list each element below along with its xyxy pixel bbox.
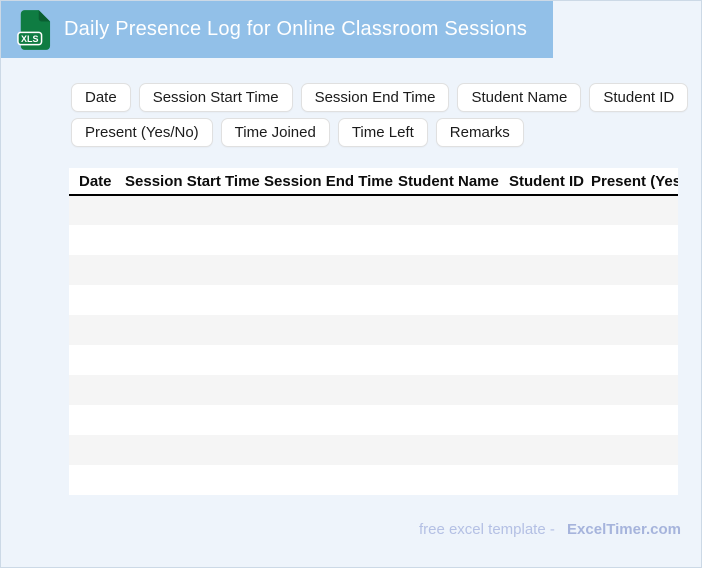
field-chips: Date Session Start Time Session End Time… — [71, 83, 701, 147]
field-chip-session-start-time[interactable]: Session Start Time — [138, 83, 293, 112]
column-header-student-id: Student ID — [509, 168, 591, 196]
presence-log-table: Date Session Start Time Session End Time… — [69, 168, 678, 495]
column-header-date: Date — [69, 168, 125, 196]
column-header-present-yes-no: Present (Yes/No) — [591, 168, 678, 196]
table-row — [69, 195, 678, 225]
table-row — [69, 255, 678, 285]
footer-brand-link[interactable]: ExcelTimer.com — [567, 521, 681, 538]
field-chip-remarks[interactable]: Remarks — [435, 118, 524, 147]
field-chip-time-joined[interactable]: Time Joined — [220, 118, 330, 147]
table-row — [69, 405, 678, 435]
field-chip-student-name[interactable]: Student Name — [457, 83, 582, 112]
field-chips-row-2: Present (Yes/No) Time Joined Time Left R… — [71, 118, 701, 147]
footer-credit-text: free excel template - — [418, 521, 555, 538]
column-header-session-end-time: Session End Time — [264, 168, 398, 196]
field-chip-date[interactable]: Date — [71, 83, 131, 112]
table-row — [69, 465, 678, 495]
field-chips-row-1: Date Session Start Time Session End Time… — [71, 83, 701, 112]
page-title: Daily Presence Log for Online Classroom … — [64, 17, 528, 40]
field-chip-session-end-time[interactable]: Session End Time — [300, 83, 450, 112]
title-bar: XLS Daily Presence Log for Online Classr… — [1, 1, 553, 58]
table-row — [69, 345, 678, 375]
table-row — [69, 435, 678, 465]
column-header-session-start-time: Session Start Time — [125, 168, 264, 196]
table-row — [69, 315, 678, 345]
column-header-student-name: Student Name — [398, 168, 509, 196]
table-row — [69, 225, 678, 255]
table-body — [69, 195, 678, 495]
footer: free excel template - ExcelTimer.com — [1, 521, 701, 538]
field-chip-student-id[interactable]: Student ID — [589, 83, 689, 112]
field-chip-time-left[interactable]: Time Left — [337, 118, 428, 147]
table-row — [69, 285, 678, 315]
xls-icon-label: XLS — [21, 34, 38, 44]
table-container: Date Session Start Time Session End Time… — [69, 168, 678, 495]
xls-file-icon: XLS — [17, 10, 51, 50]
table-header: Date Session Start Time Session End Time… — [69, 168, 678, 196]
field-chip-present-yes-no[interactable]: Present (Yes/No) — [71, 118, 213, 147]
table-row — [69, 375, 678, 405]
